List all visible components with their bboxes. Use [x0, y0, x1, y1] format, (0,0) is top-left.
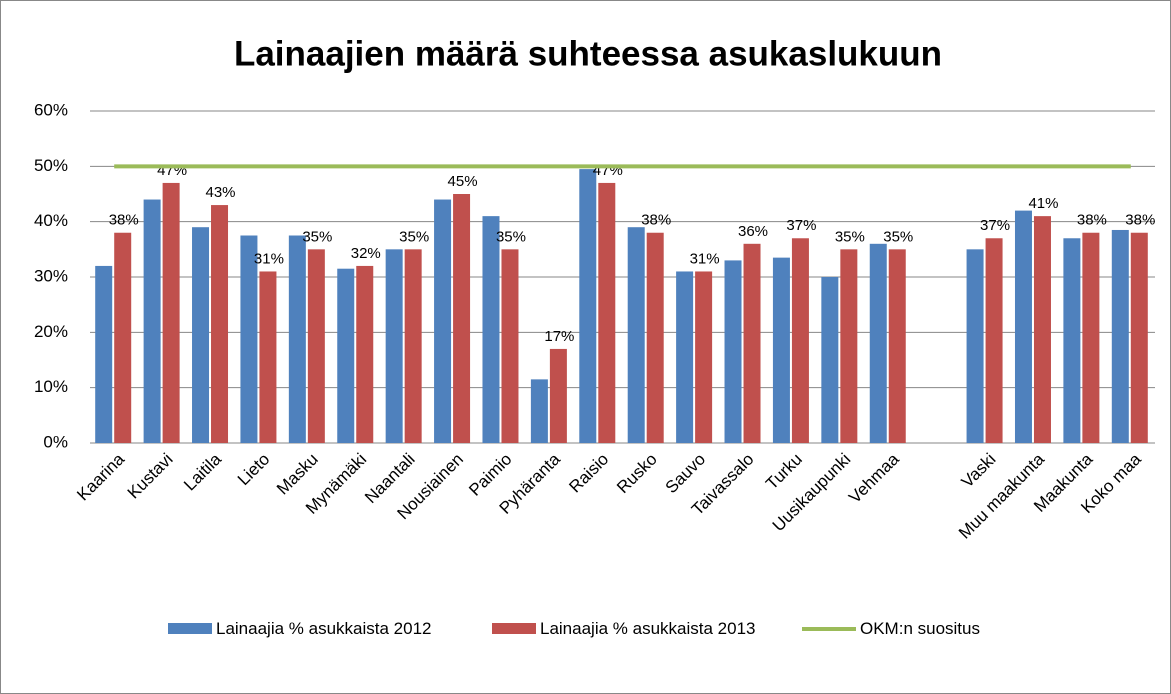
data-label: 37% [786, 217, 816, 234]
bar [1111, 229, 1129, 443]
bar [404, 249, 422, 443]
bar [240, 235, 258, 443]
bar [646, 232, 664, 443]
data-label: 17% [544, 328, 574, 345]
data-label: 35% [399, 228, 429, 245]
bar [627, 227, 645, 443]
bar [1130, 232, 1148, 443]
bar [985, 238, 1003, 443]
data-label: 35% [302, 228, 332, 245]
bar [869, 243, 887, 443]
bar [453, 194, 471, 443]
y-tick-label: 50% [34, 156, 68, 175]
bar [211, 205, 229, 443]
bar [966, 249, 984, 443]
data-label: 31% [690, 250, 720, 267]
data-label: 45% [448, 173, 478, 190]
bar [114, 232, 132, 443]
y-tick-label: 10% [34, 377, 68, 396]
bar [288, 235, 306, 443]
legend-label: Lainaajia % asukkaista 2012 [216, 619, 432, 638]
bar [530, 379, 548, 443]
chart-title: Lainaajien määrä suhteessa asukaslukuun [234, 34, 942, 73]
bar [356, 265, 374, 443]
bar [307, 249, 325, 443]
bar [598, 182, 616, 443]
bar [434, 199, 452, 443]
bar [385, 249, 403, 443]
legend-swatch [168, 623, 212, 634]
y-tick-label: 60% [34, 100, 68, 119]
data-label: 35% [835, 228, 865, 245]
bar [579, 169, 597, 443]
bar [482, 216, 500, 443]
bar [821, 277, 839, 443]
data-label: 41% [1028, 195, 1058, 212]
y-tick-label: 0% [43, 432, 68, 451]
data-label: 38% [1077, 212, 1107, 229]
bar [259, 271, 277, 443]
bar [888, 249, 906, 443]
legend-swatch [492, 623, 536, 634]
data-label: 37% [980, 217, 1010, 234]
y-tick-label: 30% [34, 266, 68, 285]
data-label: 31% [254, 250, 284, 267]
data-label: 35% [883, 228, 913, 245]
bar [192, 227, 210, 443]
y-tick-label: 20% [34, 322, 68, 341]
bar [95, 265, 113, 443]
data-label: 36% [738, 223, 768, 240]
bar [337, 268, 355, 443]
data-label: 38% [641, 212, 671, 229]
data-label: 38% [1125, 212, 1155, 229]
data-label: 38% [109, 212, 139, 229]
bar [162, 182, 180, 443]
bar [743, 243, 761, 443]
legend-label: Lainaajia % asukkaista 2013 [540, 619, 756, 638]
bar [772, 257, 790, 443]
bar [1063, 238, 1081, 443]
bar [676, 271, 694, 443]
bar [549, 348, 567, 443]
data-label: 32% [351, 245, 381, 262]
bar [724, 260, 742, 443]
legend-label: OKM:n suositus [860, 619, 980, 638]
bar [1033, 216, 1051, 443]
data-label: 43% [206, 184, 236, 201]
y-tick-label: 40% [34, 211, 68, 230]
bar [695, 271, 713, 443]
bar [840, 249, 858, 443]
bar [1014, 210, 1032, 443]
bar [143, 199, 161, 443]
bar [1082, 232, 1100, 443]
bar [501, 249, 519, 443]
bar [791, 238, 809, 443]
data-label: 35% [496, 228, 526, 245]
